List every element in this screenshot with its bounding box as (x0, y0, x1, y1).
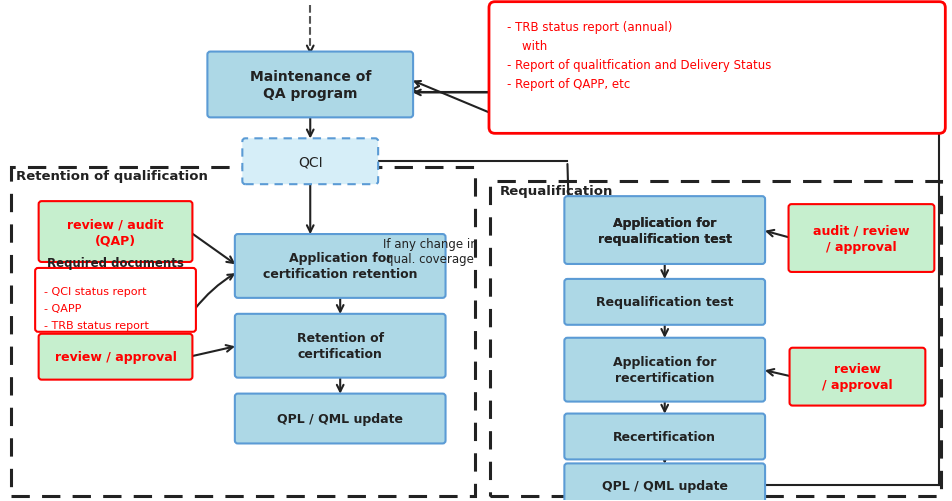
FancyBboxPatch shape (788, 205, 934, 273)
FancyBboxPatch shape (565, 414, 765, 459)
FancyBboxPatch shape (565, 463, 765, 501)
Text: Application for
certification retention: Application for certification retention (263, 252, 417, 281)
Text: - TRB status report: - TRB status report (44, 320, 149, 330)
Text: Requalification test: Requalification test (596, 296, 733, 309)
Text: Retention of qualification: Retention of qualification (15, 170, 208, 183)
FancyBboxPatch shape (35, 269, 196, 332)
Bar (10, 168, 475, 496)
Text: Recertification: Recertification (613, 430, 716, 443)
Text: Maintenance of
QA program: Maintenance of QA program (249, 70, 371, 101)
Text: Application for
recertification: Application for recertification (613, 355, 717, 384)
FancyBboxPatch shape (39, 334, 192, 380)
Text: Application for
requalification test: Application for requalification test (598, 216, 732, 245)
FancyBboxPatch shape (235, 314, 446, 378)
FancyBboxPatch shape (208, 53, 413, 118)
FancyBboxPatch shape (39, 202, 192, 263)
FancyBboxPatch shape (489, 3, 945, 134)
Text: - QAPP: - QAPP (44, 303, 82, 313)
Text: - TRB status report (annual)
    with
- Report of qualitfication and Delivery St: - TRB status report (annual) with - Repo… (507, 21, 771, 91)
FancyBboxPatch shape (565, 197, 765, 265)
Text: Application for
requalification test: Application for requalification test (598, 216, 732, 245)
Text: - QCI status report: - QCI status report (44, 287, 147, 296)
Text: audit / review
/ approval: audit / review / approval (813, 224, 910, 253)
Text: QPL / QML update: QPL / QML update (277, 412, 404, 425)
FancyBboxPatch shape (243, 139, 378, 185)
Bar (490, 182, 942, 496)
FancyBboxPatch shape (235, 234, 446, 298)
Text: review / audit
(QAP): review / audit (QAP) (68, 217, 164, 246)
Text: QPL / QML update: QPL / QML update (602, 479, 727, 492)
FancyBboxPatch shape (565, 280, 765, 325)
Text: Required documents: Required documents (47, 257, 184, 270)
FancyBboxPatch shape (565, 338, 765, 402)
Text: review
/ approval: review / approval (823, 362, 893, 391)
Text: QCI: QCI (298, 155, 323, 169)
Text: If any change in
qual. coverage: If any change in qual. coverage (383, 237, 478, 266)
FancyBboxPatch shape (789, 348, 925, 406)
Text: review / approval: review / approval (54, 351, 176, 364)
Text: Requalification: Requalification (500, 185, 613, 198)
Text: Retention of
certification: Retention of certification (297, 332, 384, 361)
FancyBboxPatch shape (235, 394, 446, 443)
